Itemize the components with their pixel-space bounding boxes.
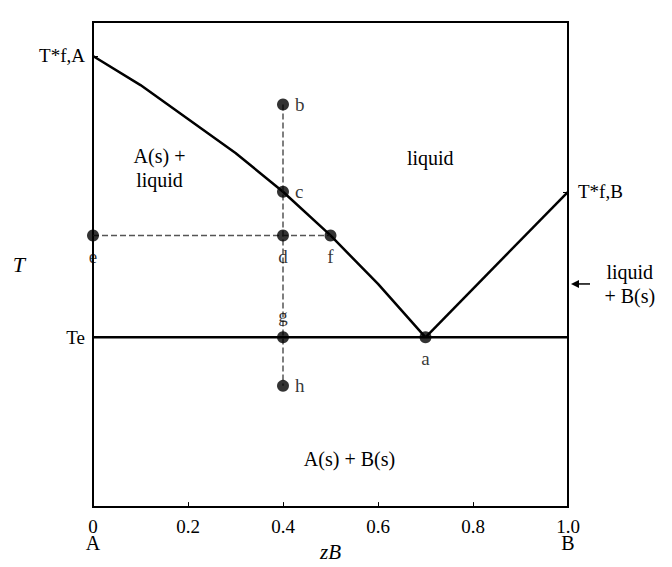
svg-text:Te: Te [66,327,85,348]
svg-text:b: b [295,94,305,115]
svg-text:d: d [278,246,288,267]
svg-text:B: B [561,532,574,554]
svg-text:0.2: 0.2 [176,516,200,537]
svg-text:0: 0 [88,516,98,538]
svg-text:g: g [278,305,288,326]
svg-text:a: a [421,348,430,369]
svg-text:f: f [327,246,334,267]
svg-text:e: e [89,246,97,267]
svg-text:0.6: 0.6 [366,516,390,537]
svg-text:c: c [295,181,303,202]
svg-text:A(s) +: A(s) + [134,145,186,168]
svg-text:liquid: liquid [136,169,183,192]
svg-text:0.8: 0.8 [461,516,485,537]
svg-text:zB: zB [319,540,341,564]
svg-text:liquid: liquid [606,261,653,284]
svg-text:T: T [13,252,27,277]
svg-text:1.0: 1.0 [556,516,580,538]
svg-text:A: A [86,532,101,554]
svg-text:0.4: 0.4 [271,516,295,537]
svg-text:T*f,B: T*f,B [578,181,623,202]
svg-text:liquid: liquid [407,147,454,170]
svg-text:h: h [295,375,305,396]
svg-text:A(s) + B(s): A(s) + B(s) [304,448,395,471]
svg-text:T*f,A: T*f,A [39,45,85,66]
svg-text:+ B(s): + B(s) [604,285,655,308]
